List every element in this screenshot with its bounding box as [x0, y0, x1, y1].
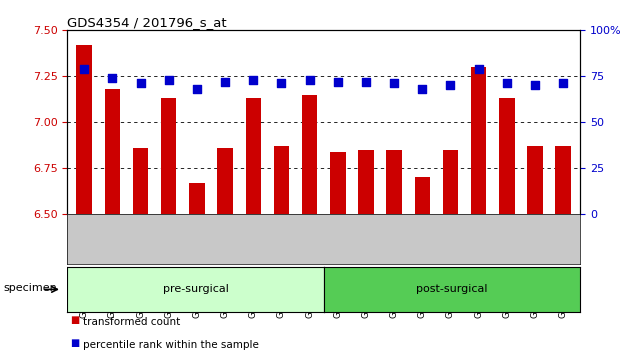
Bar [387, 150, 402, 354]
Bar [133, 148, 148, 354]
Point [304, 77, 315, 82]
Bar [246, 98, 261, 354]
Bar [274, 146, 289, 354]
Bar [443, 150, 458, 354]
Text: ■: ■ [71, 338, 79, 348]
Bar [104, 89, 120, 354]
Point [445, 82, 456, 88]
Text: post-surgical: post-surgical [416, 284, 488, 295]
Bar [302, 95, 317, 354]
Point [474, 66, 484, 72]
Text: pre-surgical: pre-surgical [163, 284, 228, 295]
Bar [76, 45, 92, 354]
Point [417, 86, 428, 92]
Bar [499, 98, 515, 354]
Point [333, 79, 343, 85]
Bar [471, 67, 487, 354]
Point [502, 81, 512, 86]
Point [558, 81, 569, 86]
Point [276, 81, 287, 86]
Bar [528, 146, 543, 354]
Bar [161, 98, 176, 354]
Bar [330, 152, 345, 354]
Text: ■: ■ [71, 315, 79, 325]
Point [389, 81, 399, 86]
Bar [217, 148, 233, 354]
Point [220, 79, 230, 85]
Bar [358, 150, 374, 354]
Bar [415, 177, 430, 354]
Text: percentile rank within the sample: percentile rank within the sample [83, 341, 259, 350]
Point [248, 77, 258, 82]
Bar [189, 183, 204, 354]
Point [361, 79, 371, 85]
Point [107, 75, 117, 81]
Text: transformed count: transformed count [83, 318, 181, 327]
Point [163, 77, 174, 82]
Text: GDS4354 / 201796_s_at: GDS4354 / 201796_s_at [67, 16, 227, 29]
Point [79, 66, 89, 72]
Point [530, 82, 540, 88]
Bar [556, 146, 571, 354]
Text: specimen: specimen [3, 282, 57, 293]
Point [135, 81, 146, 86]
Point [192, 86, 202, 92]
